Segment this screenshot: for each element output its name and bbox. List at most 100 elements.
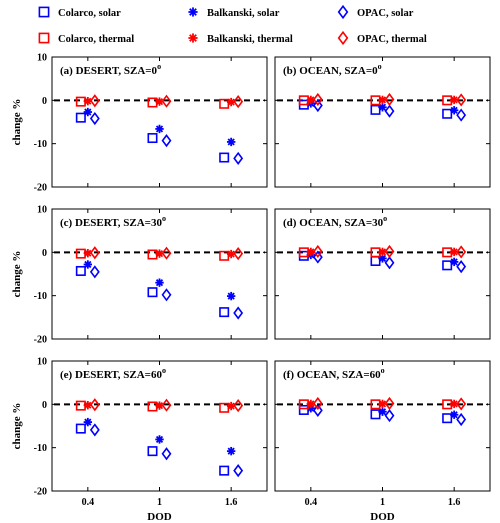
y-tick-label: 10 bbox=[37, 357, 47, 368]
data-point-diamond bbox=[384, 92, 395, 107]
data-point-diamond bbox=[233, 95, 244, 109]
panel: 10 0 -10 -20 0.4 1 1.6 (e) DESERT, SZA=60o chang… bbox=[11, 357, 268, 523]
y-tick-label: -20 bbox=[34, 183, 47, 194]
data-point-asterisk bbox=[155, 124, 164, 134]
data-point-square bbox=[147, 133, 158, 144]
data-point-diamond bbox=[233, 464, 244, 478]
panel-title: (b) OCEAN, SZA=0o bbox=[283, 62, 382, 77]
legend-label: OPAC, solar bbox=[357, 8, 414, 19]
y-tick-label: -10 bbox=[34, 139, 47, 150]
data-point-square bbox=[75, 112, 86, 123]
y-axis-label: change % bbox=[11, 99, 23, 146]
data-point-diamond bbox=[233, 247, 244, 261]
data-point-diamond bbox=[161, 94, 172, 108]
data-point-asterisk bbox=[155, 435, 164, 444]
data-point-diamond bbox=[161, 246, 172, 260]
panel-title: (c) DESERT, SZA=30o bbox=[60, 214, 166, 229]
panel-title: (e) DESERT, SZA=60o bbox=[60, 366, 166, 381]
data-point-diamond bbox=[456, 108, 467, 122]
data-point-square bbox=[442, 108, 453, 119]
data-point-square bbox=[147, 287, 158, 298]
y-tick-label: 10 bbox=[37, 205, 47, 216]
data-point-diamond bbox=[384, 409, 395, 423]
legend-label: Colarco, thermal bbox=[58, 34, 134, 45]
data-point-diamond bbox=[312, 98, 323, 113]
data-point-diamond bbox=[233, 151, 244, 165]
legend-marker-diamond bbox=[337, 30, 349, 46]
data-point-diamond bbox=[312, 403, 323, 417]
data-point-diamond bbox=[456, 245, 467, 259]
data-point-diamond bbox=[89, 246, 100, 260]
data-point-square bbox=[219, 152, 230, 163]
legend-marker-square bbox=[38, 32, 50, 44]
y-tick-label: 0 bbox=[42, 96, 47, 107]
data-point-asterisk bbox=[378, 407, 387, 416]
data-point-square bbox=[75, 265, 86, 276]
data-point-diamond bbox=[89, 94, 100, 108]
panel-title: (d) OCEAN, SZA=30o bbox=[283, 214, 387, 229]
data-point-asterisk bbox=[83, 417, 93, 427]
data-point-square bbox=[219, 465, 230, 476]
y-tick-label: 0 bbox=[42, 248, 47, 259]
data-point-diamond bbox=[89, 265, 100, 279]
legend-label: Colarco, solar bbox=[58, 8, 121, 19]
panel-title: (f) OCEAN, SZA=60o bbox=[283, 366, 385, 381]
data-point-asterisk bbox=[83, 249, 93, 258]
data-point-diamond bbox=[456, 260, 467, 274]
panel: (d) OCEAN, SZA=30o bbox=[274, 208, 491, 340]
data-point-diamond bbox=[312, 92, 323, 107]
data-point-asterisk bbox=[449, 106, 459, 115]
data-point-asterisk bbox=[226, 137, 236, 147]
data-point-diamond bbox=[456, 412, 467, 427]
data-point-diamond bbox=[161, 398, 172, 412]
data-point-diamond bbox=[384, 256, 395, 270]
data-point-diamond bbox=[89, 398, 100, 412]
x-axis-label: DOD bbox=[370, 511, 395, 523]
y-tick-label: -20 bbox=[34, 335, 47, 346]
data-point-square bbox=[442, 413, 453, 424]
x-tick-label: 0.4 bbox=[82, 497, 95, 508]
panel: 0.4 1 1.6 (f) OCEAN, SZA=60o DOD bbox=[274, 360, 491, 523]
legend-marker-asterisk bbox=[188, 33, 198, 43]
data-point-asterisk bbox=[83, 401, 93, 410]
legend-label: OPAC, thermal bbox=[357, 34, 427, 45]
data-point-diamond bbox=[384, 396, 395, 411]
data-point-diamond bbox=[233, 399, 244, 413]
y-axis-label: change % bbox=[11, 251, 23, 298]
y-axis-label: change % bbox=[11, 403, 23, 450]
x-axis-label: DOD bbox=[147, 511, 172, 523]
data-point-asterisk bbox=[83, 260, 93, 269]
data-point-square bbox=[442, 260, 453, 271]
data-point-asterisk bbox=[378, 103, 387, 112]
panel: (b) OCEAN, SZA=0o bbox=[274, 56, 491, 188]
data-point-diamond bbox=[384, 104, 395, 118]
panel: 10 0 -10 -20 (a) DESERT, SZA=0o change % bbox=[11, 53, 268, 194]
x-tick-label: 0.4 bbox=[305, 497, 318, 508]
data-point-square bbox=[147, 446, 158, 457]
legend-marker-asterisk bbox=[188, 7, 198, 17]
data-point-asterisk bbox=[155, 401, 164, 410]
x-tick-label: 1 bbox=[380, 497, 385, 508]
data-point-asterisk bbox=[449, 257, 459, 267]
data-point-diamond bbox=[456, 93, 467, 107]
y-tick-label: -10 bbox=[34, 443, 47, 454]
data-point-asterisk bbox=[226, 291, 236, 301]
data-point-diamond bbox=[312, 396, 323, 411]
y-tick-label: -20 bbox=[34, 487, 47, 498]
data-point-diamond bbox=[161, 288, 172, 302]
y-tick-label: -10 bbox=[34, 291, 47, 302]
data-point-asterisk bbox=[378, 95, 387, 105]
data-point-square bbox=[219, 307, 230, 318]
data-point-diamond bbox=[161, 447, 172, 461]
data-point-diamond bbox=[384, 244, 395, 259]
x-tick-label: 1 bbox=[157, 497, 162, 508]
panel: 10 0 -10 -20 (c) DESERT, SZA=30o change % bbox=[11, 205, 268, 346]
data-point-diamond bbox=[312, 250, 323, 264]
y-tick-label: 10 bbox=[37, 53, 47, 64]
data-point-asterisk bbox=[155, 278, 164, 287]
legend-marker-square bbox=[38, 6, 50, 18]
data-point-asterisk bbox=[306, 95, 316, 105]
data-point-asterisk bbox=[449, 410, 459, 419]
legend-label: Balkanski, solar bbox=[207, 8, 280, 19]
